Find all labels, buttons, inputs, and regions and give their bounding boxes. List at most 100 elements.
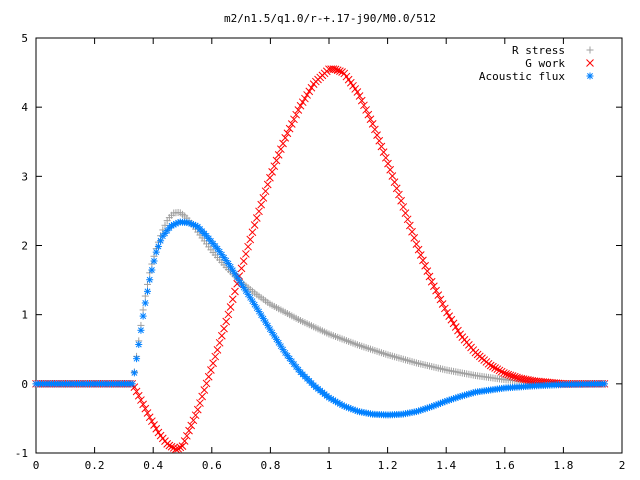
marker-stroke [228, 295, 237, 304]
data-point [401, 209, 410, 217]
data-point [209, 359, 217, 368]
data-point [213, 346, 222, 354]
marker-stroke [251, 301, 258, 308]
marker-stroke [521, 375, 530, 384]
legend-label: Acoustic flux [479, 70, 565, 83]
data-point [445, 312, 454, 321]
marker-stroke [238, 281, 245, 288]
data-point [362, 106, 370, 114]
data-point [390, 178, 399, 187]
data-point [397, 196, 405, 205]
data-point [412, 240, 421, 248]
data-point [430, 282, 438, 291]
data-point [217, 331, 226, 340]
marker-stroke [333, 66, 342, 75]
x-tick-label: 0.2 [85, 459, 105, 472]
data-point [510, 372, 519, 381]
marker-stroke [447, 315, 456, 324]
marker-stroke [281, 134, 290, 142]
data-point [165, 441, 174, 450]
x-tick-label: 1.4 [436, 459, 456, 472]
marker-stroke [438, 300, 447, 308]
data-point [331, 65, 340, 74]
data-point [290, 115, 298, 124]
marker-stroke [245, 291, 252, 298]
data-point [167, 442, 176, 451]
marker-stroke [242, 250, 250, 258]
marker-stroke [268, 168, 276, 176]
marker-stroke [401, 209, 410, 217]
data-point [377, 142, 386, 151]
data-point [416, 251, 425, 259]
marker-stroke [486, 361, 495, 370]
marker-stroke [174, 444, 182, 453]
data-point [248, 228, 257, 237]
data-point [447, 315, 456, 324]
marker-stroke [427, 277, 436, 286]
data-point [449, 319, 458, 328]
data-point [154, 242, 162, 250]
marker-stroke [279, 139, 287, 148]
y-tick-label: 4 [21, 101, 28, 114]
data-point [185, 426, 193, 435]
marker-stroke [202, 379, 211, 388]
data-point [176, 443, 185, 452]
marker-stroke [146, 276, 153, 283]
marker-stroke [277, 145, 285, 154]
data-point [191, 411, 200, 420]
marker-stroke [178, 442, 187, 450]
marker-stroke [227, 263, 234, 270]
marker-stroke [246, 235, 255, 244]
data-point [180, 437, 189, 445]
data-point [139, 306, 147, 314]
data-point [436, 295, 445, 304]
data-point [231, 287, 239, 296]
marker-stroke [421, 261, 430, 270]
marker-stroke [275, 339, 282, 346]
marker-stroke [215, 338, 224, 347]
data-point [146, 276, 154, 284]
marker-stroke [395, 190, 403, 199]
data-point [373, 131, 381, 139]
data-point [438, 300, 447, 308]
marker-stroke [403, 215, 412, 224]
marker-stroke [256, 308, 262, 315]
chart-title: m2/n1.5/q1.0/r-+.17-j90/M0.0/512 [224, 12, 436, 25]
data-point [386, 165, 395, 174]
data-point [189, 416, 198, 425]
legend-marker [586, 72, 594, 80]
marker-stroke [134, 391, 143, 400]
marker-stroke [240, 284, 247, 291]
marker-stroke [271, 332, 278, 339]
data-point [285, 124, 294, 133]
marker-stroke [137, 396, 145, 404]
marker-stroke [506, 371, 515, 380]
x-tick-label: 1 [326, 459, 333, 472]
data-point [502, 370, 510, 378]
marker-stroke [499, 369, 508, 377]
data-point [301, 94, 309, 103]
data-point [279, 139, 287, 148]
marker-stroke [262, 319, 269, 326]
data-point [207, 366, 215, 374]
marker-stroke [182, 431, 191, 440]
data-point [174, 444, 182, 453]
data-point [399, 203, 408, 211]
marker-stroke [261, 187, 270, 196]
data-point [499, 369, 508, 377]
marker-stroke [517, 374, 526, 383]
data-point [497, 367, 506, 376]
marker-stroke [445, 312, 454, 321]
data-point [395, 190, 403, 199]
data-point [281, 134, 290, 142]
marker-stroke [515, 374, 524, 383]
data-point [246, 235, 255, 244]
marker-stroke [218, 251, 225, 258]
marker-stroke [287, 120, 296, 128]
data-point [137, 326, 145, 334]
data-point [150, 421, 158, 429]
marker-stroke [454, 326, 462, 335]
marker-stroke [247, 294, 254, 301]
marker-stroke [237, 264, 246, 273]
